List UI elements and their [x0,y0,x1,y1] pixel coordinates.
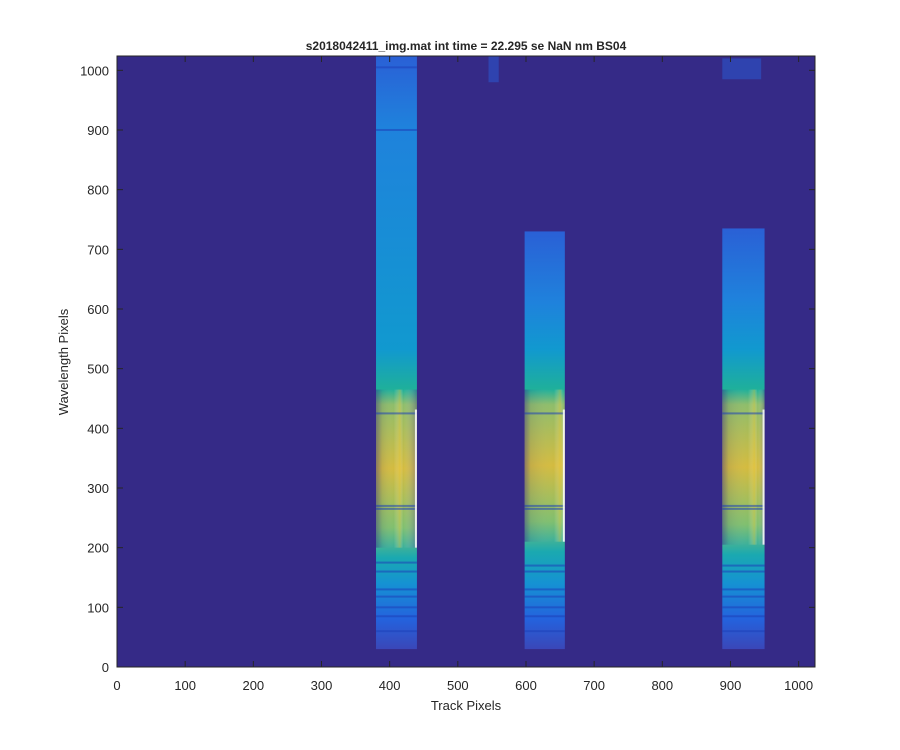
band-line [524,615,565,618]
track-band [376,56,417,650]
plot-area [117,56,815,667]
y-axis-label: Wavelength Pixels [56,308,71,415]
y-axis: 0 100 200 300 400 500 600 700 800 900 1000 [80,63,815,675]
band-line [722,588,765,591]
band-line [722,412,765,415]
y-tick-label: 400 [87,421,109,436]
track-band-core [722,389,765,545]
track-band-core [524,389,565,542]
band-line [376,66,417,69]
x-tick-label: 300 [311,678,333,693]
top-artifact [488,56,499,83]
x-tick-label: 400 [379,678,401,693]
top-artifact [722,58,762,80]
track-band-core [376,389,417,548]
axes-frame [116,55,816,668]
y-tick-label: 0 [102,660,109,675]
band-line [722,606,765,609]
band-line [524,595,565,598]
band-line [524,412,565,415]
y-tick-label: 100 [87,600,109,615]
band-line [376,595,417,598]
chart-title: s2018042411_img.mat int time = 22.295 se… [306,39,627,53]
band-line [376,588,417,591]
band-line [376,504,417,507]
band-line [376,630,417,633]
band-line [524,606,565,609]
x-tick-label: 900 [720,678,742,693]
band-edge [762,409,765,545]
band-line [524,504,565,507]
band-line [722,570,765,573]
band-line [722,595,765,598]
x-tick-label: 600 [515,678,537,693]
x-tick-label: 0 [113,678,120,693]
y-tick-label: 500 [87,362,109,377]
band-line [524,588,565,591]
y-tick-label: 1000 [80,63,109,78]
y-tick-label: 700 [87,242,109,257]
x-tick-label: 500 [447,678,469,693]
band-line [524,630,565,633]
band-line [376,412,417,415]
x-axis-label: Track Pixels [431,698,502,713]
band-line [722,507,765,510]
x-axis: 0 100 200 300 400 500 600 700 800 900 1000 [113,56,813,693]
y-tick-label: 300 [87,481,109,496]
heatmap-background [117,56,815,667]
band-line [376,606,417,609]
band-line [376,561,417,564]
x-tick-label: 700 [583,678,605,693]
y-tick-label: 900 [87,123,109,138]
band-line [722,615,765,618]
x-tick-label: 1000 [784,678,813,693]
band-line [524,570,565,573]
band-line [722,504,765,507]
band-line [722,630,765,633]
band-line [524,507,565,510]
band-line [524,564,565,567]
y-tick-label: 600 [87,302,109,317]
x-tick-label: 100 [174,678,196,693]
x-tick-label: 800 [651,678,673,693]
x-tick-label: 200 [242,678,264,693]
band-line [376,507,417,510]
band-line [376,128,417,131]
band-line [722,564,765,567]
band-line [376,615,417,618]
y-tick-label: 200 [87,541,109,556]
band-edge [562,409,565,542]
y-tick-label: 800 [87,183,109,198]
band-edge [414,409,417,548]
band-line [376,570,417,573]
